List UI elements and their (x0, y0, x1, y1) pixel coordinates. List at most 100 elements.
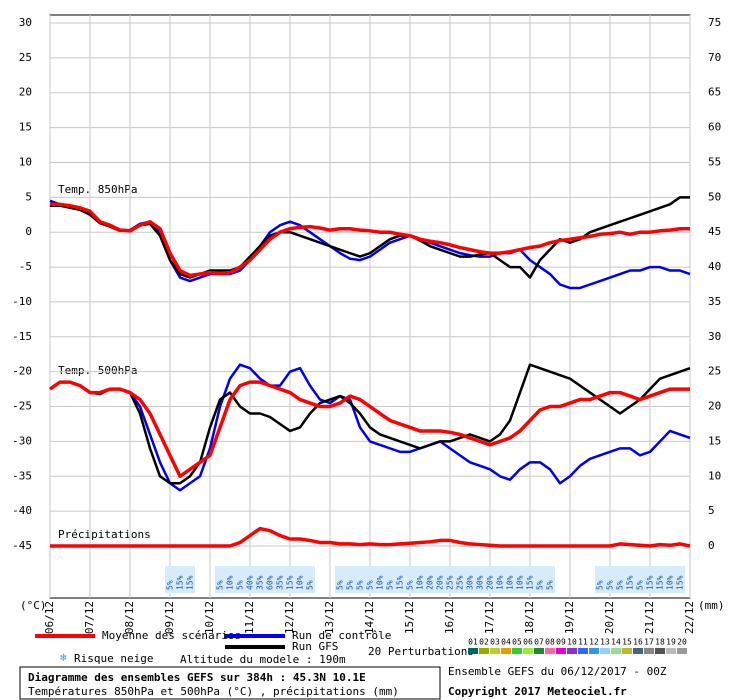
snow-risk-label: 5% (166, 580, 175, 590)
snow-risk-label: 10% (226, 575, 235, 590)
y-tick-label: 30 (19, 16, 32, 29)
perturbation-swatch (600, 648, 610, 654)
series-line (49, 199, 691, 290)
series-line (49, 363, 691, 492)
snow-risk-box (185, 566, 195, 593)
snow-risk-box (525, 566, 535, 593)
series-line (48, 380, 690, 479)
snow-risk-label: 5% (336, 580, 345, 590)
x-tick-label: 08/12 (123, 601, 136, 634)
snow-risk-box (635, 566, 645, 593)
snow-risk-label: 35% (256, 575, 265, 590)
snow-risk-box (615, 566, 625, 593)
run-info: Ensemble GEFS du 06/12/2017 - 00Z (448, 665, 667, 678)
snow-risk-box (245, 566, 255, 593)
snow-risk-box (425, 566, 435, 593)
perturbation-swatch (677, 648, 687, 654)
snow-risk-box (355, 566, 365, 593)
x-tick-label: 18/12 (523, 601, 536, 634)
x-tick-label: 16/12 (443, 601, 456, 634)
panel-label: Temp. 850hPa (58, 183, 137, 196)
snow-risk-box (335, 566, 345, 593)
snow-risk-label: 5% (606, 580, 615, 590)
perturbation-label: 16 (633, 638, 643, 647)
perturbation-label: 01 (468, 638, 478, 647)
snow-risk-box (645, 566, 655, 593)
y2-tick-label: 70 (708, 51, 721, 64)
perturbation-swatch (479, 648, 489, 654)
y-tick-label: 0 (25, 225, 32, 238)
snow-risk-box (435, 566, 445, 593)
snow-risk-box (385, 566, 395, 593)
snow-risk-label: 5% (406, 580, 415, 590)
perturbation-label: 05 (512, 638, 522, 647)
snow-risk-box (665, 566, 675, 593)
snow-risk-label: 20% (426, 575, 435, 590)
perturbation-swatch (556, 648, 566, 654)
chart-title: Diagramme des ensembles GEFS sur 384h : … (28, 671, 366, 684)
y-tick-label: -45 (12, 539, 32, 552)
snow-risk-box (505, 566, 515, 593)
perturbation-label: 07 (534, 638, 544, 647)
snow-risk-label: 15% (286, 575, 295, 590)
snow-risk-box (545, 566, 555, 593)
y-tick-label: -10 (12, 295, 32, 308)
snow-risk-box (625, 566, 635, 593)
snow-risk-label: 15% (676, 575, 685, 590)
y2-tick-label: 15 (708, 434, 721, 447)
perturbation-label: 04 (501, 638, 511, 647)
chart-subtitle: Températures 850hPa et 500hPa (°C) , pré… (28, 685, 399, 698)
legend-label: 20 Perturbations (368, 645, 474, 658)
y-tick-label: 5 (25, 190, 32, 203)
snow-risk-label: 20% (436, 575, 445, 590)
snow-risk-label: 10% (376, 575, 385, 590)
snow-risk-label: 25% (456, 575, 465, 590)
perturbation-swatch (523, 648, 533, 654)
snow-risk-box (255, 566, 265, 593)
perturbation-label: 10 (567, 638, 577, 647)
snow-risk-label: 5% (386, 580, 395, 590)
snow-risk-label: 10% (516, 575, 525, 590)
x-tick-label: 22/12 (683, 601, 696, 634)
snow-risk-box (515, 566, 525, 593)
snow-risk-label: 5% (356, 580, 365, 590)
y2-tick-label: 60 (708, 121, 721, 134)
snow-risk-label: 20% (486, 575, 495, 590)
snow-risk-box (215, 566, 225, 593)
y-tick-label: -5 (19, 260, 32, 273)
x-tick-label: 06/12 (43, 601, 56, 634)
snow-risk-label: 10% (496, 575, 505, 590)
snow-risk-box (285, 566, 295, 593)
snow-risk-label: 25% (446, 575, 455, 590)
snow-risk-box (495, 566, 505, 593)
snow-risk-box (415, 566, 425, 593)
snow-risk-label: 10% (666, 575, 675, 590)
x-tick-label: 14/12 (363, 601, 376, 634)
snow-risk-box (405, 566, 415, 593)
snow-risk-label: 5% (616, 580, 625, 590)
y-tick-label: -15 (12, 330, 32, 343)
perturbation-swatch (501, 648, 511, 654)
y2-tick-label: 25 (708, 365, 721, 378)
perturbation-swatch (512, 648, 522, 654)
snow-risk-label: 5% (236, 580, 245, 590)
legend-label: Moyenne des scénarios (102, 629, 241, 642)
y-tick-label: 10 (19, 155, 32, 168)
perturbation-swatch (578, 648, 588, 654)
snow-risk-box (235, 566, 245, 593)
legend-label: Risque neige (74, 652, 153, 665)
snow-risk-box (475, 566, 485, 593)
perturbation-swatch (589, 648, 599, 654)
copyright: Copyright 2017 Meteociel.fr (448, 685, 627, 698)
x-tick-label: 15/12 (403, 601, 416, 634)
snow-risk-label: 10% (296, 575, 305, 590)
perturbation-swatch (655, 648, 665, 654)
y2-tick-label: 10 (708, 469, 721, 482)
y2-tick-label: 50 (708, 190, 721, 203)
snow-risk-box (605, 566, 615, 593)
panel-label: Temp. 500hPa (58, 364, 137, 377)
y2-axis-label: (mm) (698, 599, 725, 612)
snow-risk-label: 15% (526, 575, 535, 590)
perturbation-label: 15 (622, 638, 632, 647)
